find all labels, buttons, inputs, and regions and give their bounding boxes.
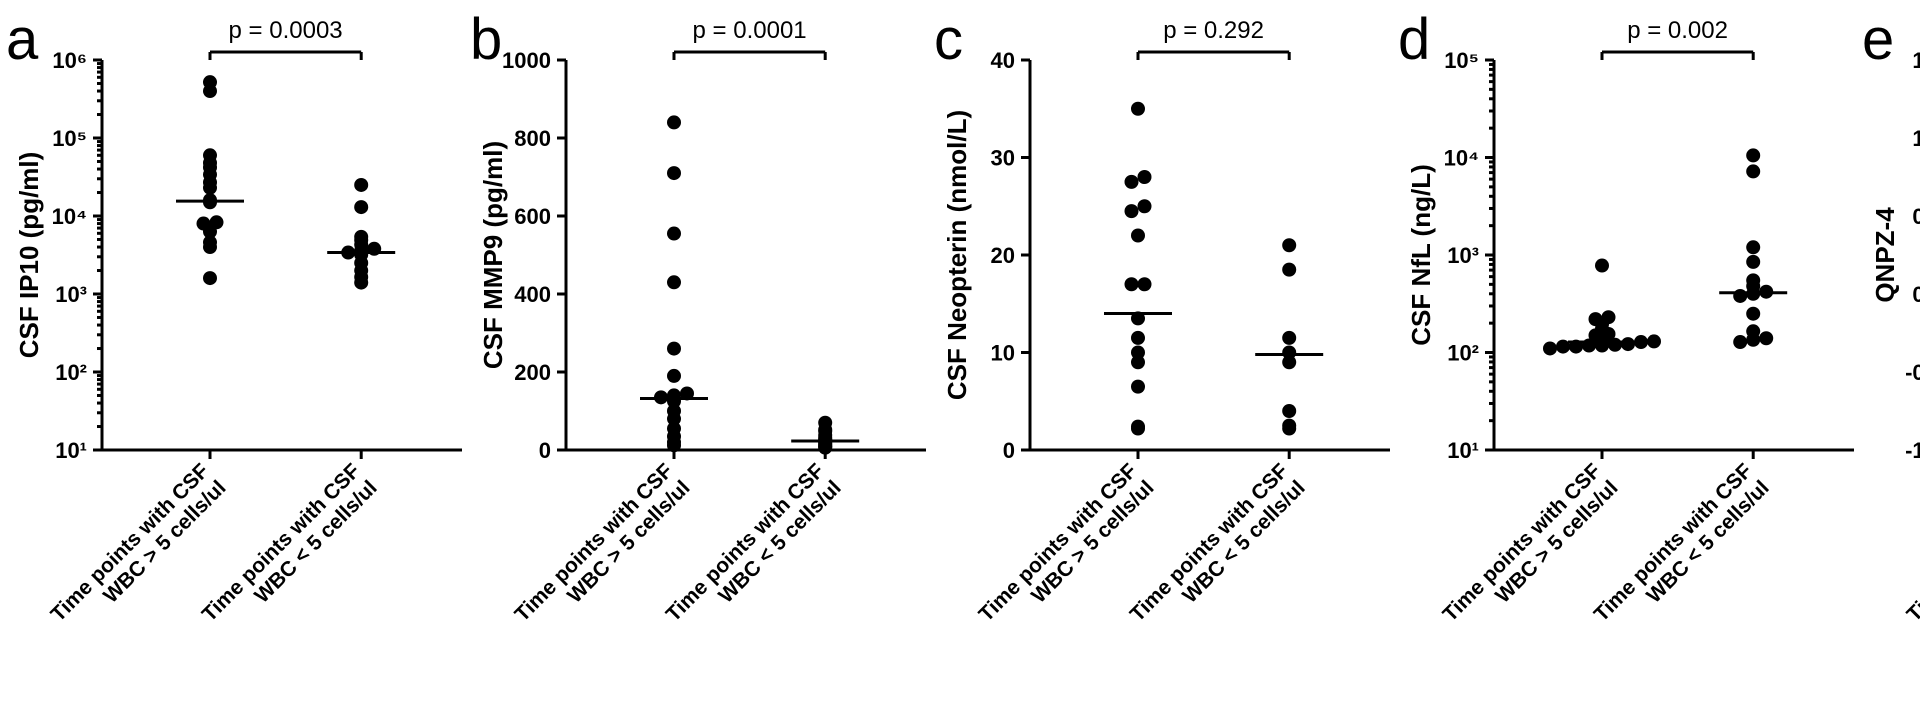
svg-text:10²: 10²: [1447, 341, 1479, 366]
figure-row: a p = 0.0003 10¹ 10² 10³ 10⁴ 10⁵ 10⁶ CSF IP10 (…: [0, 0, 1920, 689]
svg-text:p = 0.002: p = 0.002: [1627, 17, 1728, 44]
panel-letter-c: c: [934, 6, 963, 73]
svg-text:30: 30: [991, 146, 1015, 171]
svg-text:QNPZ-4: QNPZ-4: [1870, 207, 1900, 303]
panel-letter-b: b: [470, 6, 502, 73]
svg-text:p = 0.0001: p = 0.0001: [693, 17, 807, 44]
svg-text:Time points with CSF: Time points with CSF: [1126, 459, 1293, 626]
svg-text:1.0: 1.0: [1912, 126, 1920, 151]
svg-text:CSF MMP9 (pg/ml): CSF MMP9 (pg/ml): [478, 141, 508, 369]
panel-letter-a: a: [6, 6, 38, 73]
svg-text:Time points with CSF: Time points with CSF: [511, 459, 678, 626]
panel-b: b p = 0.000102004006008001000CSF MMP9 (p…: [478, 10, 942, 703]
panel-d: d p = 0.00210¹10²10³10⁴10⁵CSF NfL (ng/L)…: [1406, 10, 1870, 703]
panel-e: e p = 0.536-1.0-0.50.00.51.01.5QNPZ-4Tim…: [1870, 10, 1920, 703]
chart-c: p = 0.292 0 10 20 30 40 CSF Neopterin (nmol/L)…: [942, 10, 1406, 703]
svg-text:0.0: 0.0: [1912, 282, 1920, 307]
chart-b: p = 0.0001 0 200 400 600 800 1000 CSF MMP9 (pg/…: [478, 10, 942, 703]
svg-text:400: 400: [514, 282, 551, 307]
chart-a: p = 0.0003 10¹ 10² 10³ 10⁴ 10⁵ 10⁶ CSF IP10 (pg…: [14, 10, 478, 703]
svg-text:10⁵: 10⁵: [1444, 48, 1479, 73]
svg-text:p = 0.292: p = 0.292: [1163, 17, 1264, 44]
svg-text:p = 0.0003: p = 0.0003: [229, 17, 343, 44]
svg-text:10³: 10³: [1447, 243, 1479, 268]
svg-text:200: 200: [514, 360, 551, 385]
panel-letter-d: d: [1398, 6, 1430, 73]
svg-text:-1.0: -1.0: [1905, 438, 1920, 463]
svg-text:800: 800: [514, 126, 551, 151]
svg-text:40: 40: [991, 48, 1015, 73]
svg-text:Time points with CSF: Time points with CSF: [198, 459, 365, 626]
svg-text:0: 0: [539, 438, 551, 463]
svg-text:0: 0: [1003, 438, 1015, 463]
svg-text:10¹: 10¹: [55, 438, 87, 463]
chart-d: p = 0.002 10¹ 10² 10³ 10⁴ 10⁵ CSF NfL (ng/L) Ti…: [1406, 10, 1870, 703]
svg-text:CSF NfL (ng/L): CSF NfL (ng/L): [1406, 164, 1436, 345]
svg-text:Time points with CSF: Time points with CSF: [47, 459, 214, 626]
panel-c: c p = 0.292010203040CSF Neopterin (nmol/…: [942, 10, 1406, 703]
svg-text:10³: 10³: [55, 282, 87, 307]
svg-text:10⁴: 10⁴: [52, 204, 87, 229]
svg-text:600: 600: [514, 204, 551, 229]
svg-text:10¹: 10¹: [1447, 438, 1479, 463]
svg-text:10⁴: 10⁴: [1444, 146, 1479, 171]
svg-text:CSF IP10 (pg/ml): CSF IP10 (pg/ml): [14, 152, 44, 359]
svg-text:20: 20: [991, 243, 1015, 268]
svg-text:10⁵: 10⁵: [52, 126, 87, 151]
svg-text:1.5: 1.5: [1912, 48, 1920, 73]
svg-text:Time points with CSF: Time points with CSF: [1439, 459, 1606, 626]
chart-e: p = 0.536-1.0-0.50.00.51.01.5QNPZ-4Time …: [1870, 10, 1920, 703]
svg-text:10⁶: 10⁶: [52, 48, 87, 73]
svg-text:10: 10: [991, 341, 1015, 366]
svg-text:CSF Neopterin (nmol/L): CSF Neopterin (nmol/L): [942, 110, 972, 400]
panel-letter-e: e: [1862, 6, 1894, 73]
svg-text:1000: 1000: [502, 48, 551, 73]
svg-text:-0.5: -0.5: [1905, 360, 1920, 385]
svg-text:Time points with CSF: Time points with CSF: [1590, 459, 1757, 626]
svg-text:Time points with CSF: Time points with CSF: [975, 459, 1142, 626]
panel-a: a p = 0.000310¹10²10³10⁴10⁵10⁶CSF IP10 (…: [14, 10, 478, 703]
svg-text:0.5: 0.5: [1912, 204, 1920, 229]
svg-text:Time points with CSF: Time points with CSF: [662, 459, 829, 626]
svg-text:10²: 10²: [55, 360, 87, 385]
svg-text:Time points with CSF: Time points with CSF: [1903, 459, 1920, 626]
